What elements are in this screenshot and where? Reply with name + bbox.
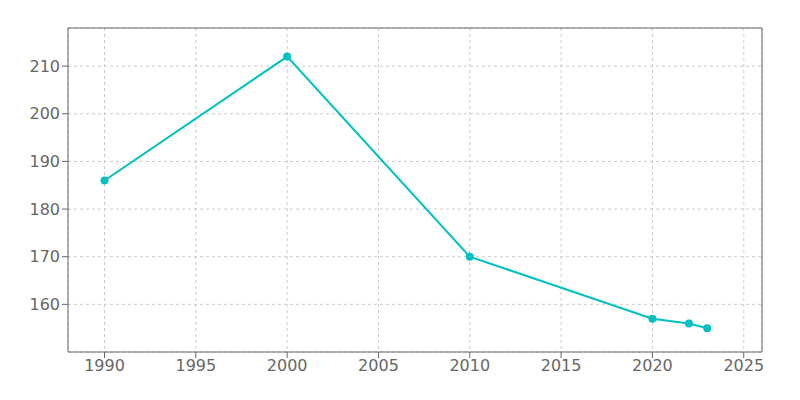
svg-text:160: 160 <box>29 295 60 314</box>
svg-text:1995: 1995 <box>175 356 216 375</box>
svg-text:2015: 2015 <box>541 356 582 375</box>
svg-text:170: 170 <box>29 247 60 266</box>
svg-text:210: 210 <box>29 57 60 76</box>
svg-text:2005: 2005 <box>358 356 399 375</box>
svg-text:200: 200 <box>29 104 60 123</box>
svg-text:2025: 2025 <box>723 356 764 375</box>
svg-text:190: 190 <box>29 152 60 171</box>
svg-text:2010: 2010 <box>449 356 490 375</box>
svg-text:2000: 2000 <box>267 356 308 375</box>
svg-text:2020: 2020 <box>632 356 673 375</box>
svg-text:180: 180 <box>29 200 60 219</box>
svg-text:1990: 1990 <box>84 356 125 375</box>
